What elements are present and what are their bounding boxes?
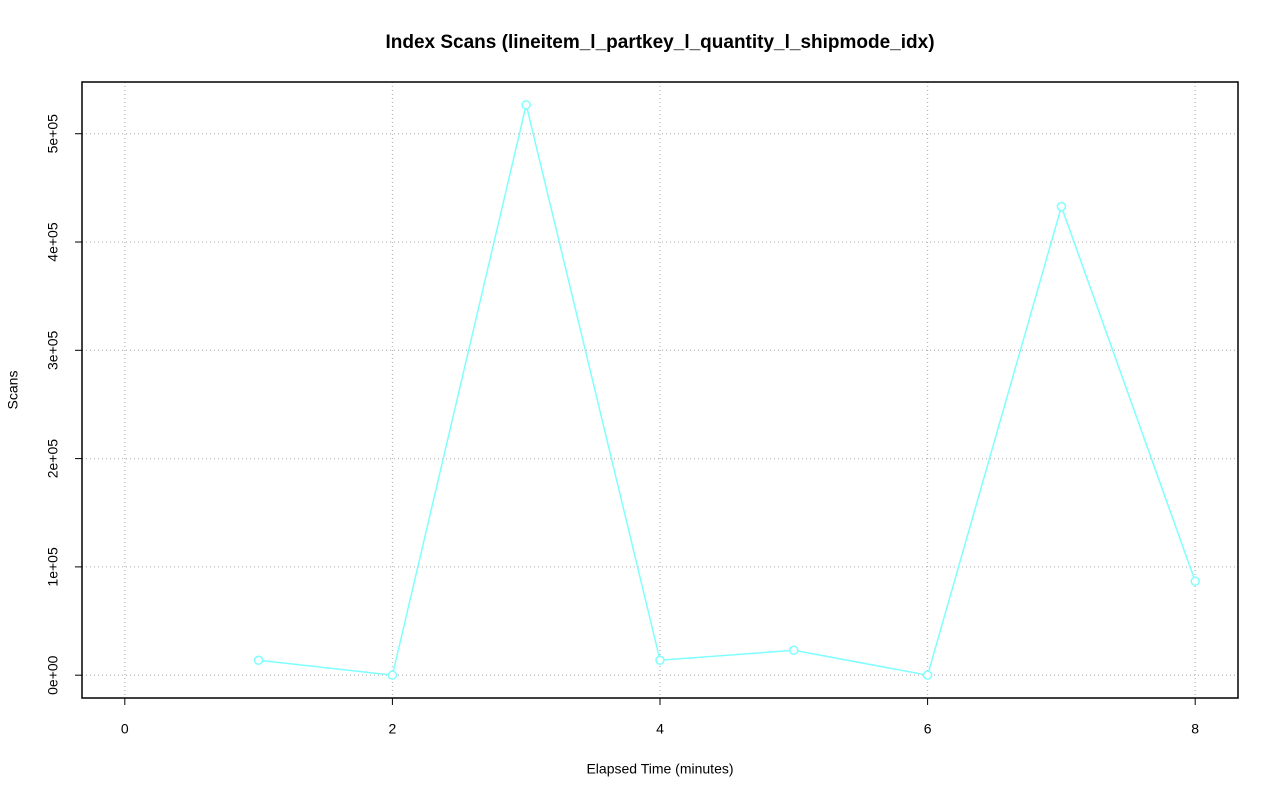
y-tick-label: 2e+05 <box>45 439 61 479</box>
chart-title: Index Scans (lineitem_l_partkey_l_quanti… <box>385 32 934 53</box>
y-tick-label: 0e+00 <box>45 655 61 695</box>
series-line <box>258 104 1196 677</box>
x-tick-label: 2 <box>389 721 397 737</box>
x-tick-label: 4 <box>656 721 664 737</box>
x-tick-label: 8 <box>1191 721 1199 737</box>
x-tick-label: 0 <box>121 721 129 737</box>
data-point <box>1190 576 1200 587</box>
x-tick-label: 6 <box>924 721 932 737</box>
data-point <box>655 655 665 665</box>
data-point <box>789 645 799 656</box>
data-point <box>1056 201 1067 212</box>
y-tick-label: 4e+05 <box>45 222 61 262</box>
y-tick-label: 5e+05 <box>45 114 61 154</box>
data-point <box>521 100 531 110</box>
plot-frame <box>81 81 1239 699</box>
y-tick-label: 3e+05 <box>45 330 61 370</box>
data-point <box>922 670 933 680</box>
y-axis-label: Scans <box>5 371 21 410</box>
y-tick-label: 1e+05 <box>45 547 61 587</box>
data-point <box>253 655 264 665</box>
data-point <box>387 670 398 680</box>
x-axis-label: Elapsed Time (minutes) <box>586 761 733 777</box>
